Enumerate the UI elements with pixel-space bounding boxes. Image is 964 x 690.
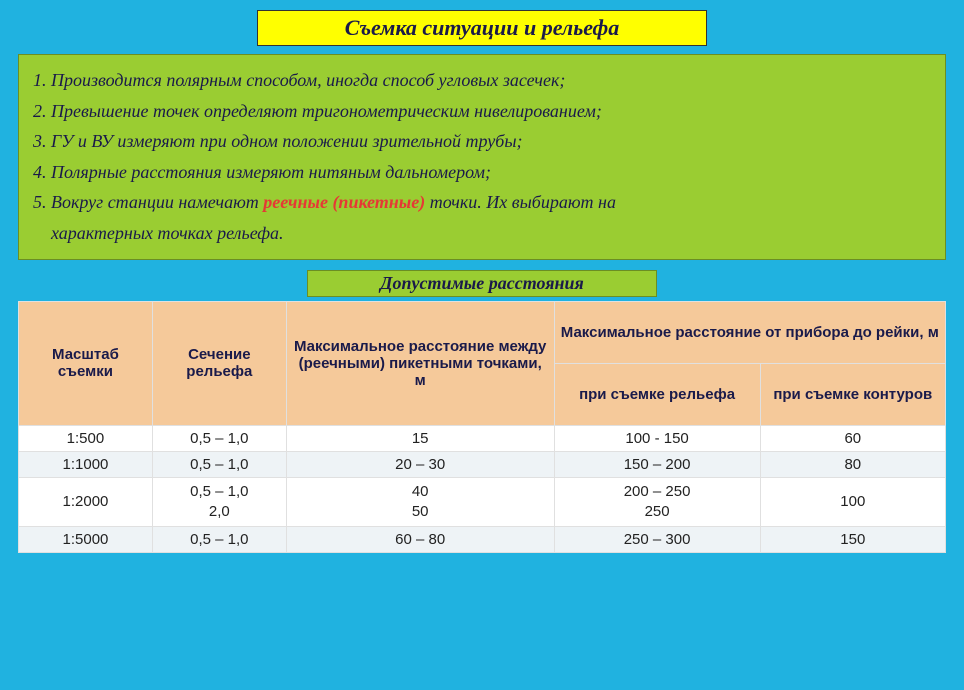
cell-contour: 80 <box>760 451 945 477</box>
info-line-4: 4. Полярные расстояния измеряют нитяным … <box>33 157 931 188</box>
cell-relief: 200 – 250250 <box>554 477 760 527</box>
cell-relief: 100 - 150 <box>554 425 760 451</box>
page-title: Съемка ситуации и рельефа <box>257 10 707 46</box>
info-line-6: характерных точках рельефа. <box>33 218 931 249</box>
cell-section: 0,5 – 1,0 <box>152 425 286 451</box>
th-dist-group: Максимальное расстояние от прибора до ре… <box>554 301 945 363</box>
cell-contour: 60 <box>760 425 945 451</box>
cell-scale: 1:500 <box>19 425 153 451</box>
cell-scale: 1:2000 <box>19 477 153 527</box>
table-row: 1:5000 0,5 – 1,0 60 – 80 250 – 300 150 <box>19 527 946 553</box>
subtitle: Допустимые расстояния <box>307 270 657 297</box>
cell-contour: 150 <box>760 527 945 553</box>
th-section: Сечение рельефа <box>152 301 286 425</box>
table-wrapper: Масштаб съемки Сечение рельефа Максималь… <box>18 301 946 554</box>
table-row: 1:500 0,5 – 1,0 15 100 - 150 60 <box>19 425 946 451</box>
header-row-1: Масштаб съемки Сечение рельефа Максималь… <box>19 301 946 363</box>
info-highlight: реечные (пикетные) <box>263 192 425 212</box>
th-scale: Масштаб съемки <box>19 301 153 425</box>
cell-picket: 15 <box>286 425 554 451</box>
cell-relief: 150 – 200 <box>554 451 760 477</box>
info-line-2: 2. Превышение точек определяют тригономе… <box>33 96 931 127</box>
cell-section: 0,5 – 1,0 <box>152 527 286 553</box>
cell-picket: 4050 <box>286 477 554 527</box>
info-line-3: 3. ГУ и ВУ измеряют при одном положении … <box>33 126 931 157</box>
cell-scale: 1:5000 <box>19 527 153 553</box>
info-panel: 1. Производится полярным способом, иногд… <box>18 54 946 260</box>
cell-scale: 1:1000 <box>19 451 153 477</box>
cell-picket: 20 – 30 <box>286 451 554 477</box>
table-row: 1:2000 0,5 – 1,02,0 4050 200 – 250250 10… <box>19 477 946 527</box>
table-row: 1:1000 0,5 – 1,0 20 – 30 150 – 200 80 <box>19 451 946 477</box>
info-l5b: точки. Их выбирают на <box>425 192 616 212</box>
info-line-1: 1. Производится полярным способом, иногд… <box>33 65 931 96</box>
cell-relief: 250 – 300 <box>554 527 760 553</box>
cell-contour: 100 <box>760 477 945 527</box>
th-relief: при съемке рельефа <box>554 363 760 425</box>
distance-table: Масштаб съемки Сечение рельефа Максималь… <box>18 301 946 554</box>
th-picket: Максимальное расстояние между (реечными)… <box>286 301 554 425</box>
cell-picket: 60 – 80 <box>286 527 554 553</box>
th-contour: при съемке контуров <box>760 363 945 425</box>
cell-section: 0,5 – 1,0 <box>152 451 286 477</box>
cell-section: 0,5 – 1,02,0 <box>152 477 286 527</box>
info-line-5: 5. Вокруг станции намечают реечные (пике… <box>33 187 931 218</box>
info-l5a: 5. Вокруг станции намечают <box>33 192 263 212</box>
